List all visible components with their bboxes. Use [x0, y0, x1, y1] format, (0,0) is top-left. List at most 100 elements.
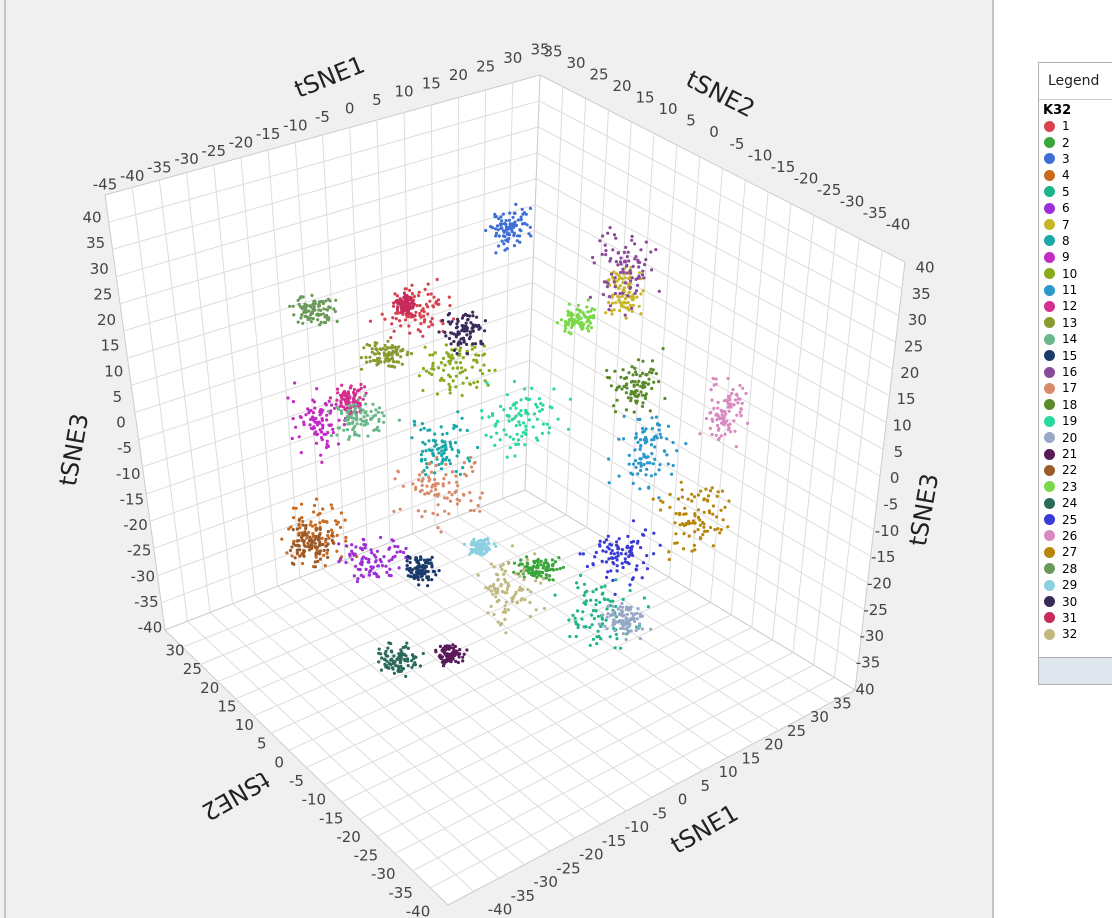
legend-item[interactable]: 24: [1039, 495, 1112, 511]
point: [619, 609, 624, 613]
legend-item[interactable]: 20: [1039, 429, 1112, 445]
grid-line: [149, 385, 529, 522]
tick-label: 20: [612, 77, 631, 95]
legend-item[interactable]: 22: [1039, 462, 1112, 478]
point: [320, 438, 324, 442]
point: [614, 632, 619, 637]
point: [605, 615, 609, 619]
point: [616, 607, 620, 611]
point: [408, 560, 412, 565]
point: [620, 561, 624, 566]
point: [494, 251, 498, 255]
point: [608, 259, 612, 263]
legend-item[interactable]: 27: [1039, 544, 1112, 560]
legend-item[interactable]: 18: [1039, 397, 1112, 413]
point: [638, 374, 642, 378]
point: [522, 567, 526, 571]
point: [552, 568, 556, 572]
point: [398, 319, 402, 323]
point: [459, 337, 463, 341]
point: [452, 348, 456, 352]
point: [454, 489, 458, 493]
legend-item[interactable]: 30: [1039, 593, 1112, 609]
point: [420, 470, 424, 474]
point: [594, 550, 598, 555]
grid-line: [412, 533, 729, 758]
point: [364, 410, 368, 414]
legend-item[interactable]: 23: [1039, 479, 1112, 495]
point: [635, 383, 640, 387]
legend-item[interactable]: 7: [1039, 216, 1112, 232]
legend-item[interactable]: 5: [1039, 184, 1112, 200]
point: [430, 323, 434, 327]
legend-item[interactable]: 19: [1039, 413, 1112, 429]
legend-item[interactable]: 26: [1039, 528, 1112, 544]
legend-item[interactable]: 31: [1039, 610, 1112, 626]
point: [431, 364, 435, 368]
legend-item[interactable]: 1: [1039, 118, 1112, 134]
point: [383, 360, 387, 364]
point: [397, 566, 401, 570]
point: [430, 578, 434, 582]
point: [631, 481, 635, 485]
point: [499, 564, 503, 569]
point: [335, 405, 339, 409]
legend-item[interactable]: 21: [1039, 446, 1112, 462]
point: [301, 519, 305, 524]
point: [417, 290, 421, 294]
legend-item[interactable]: 17: [1039, 380, 1112, 396]
point: [499, 222, 503, 226]
grid-line: [412, 664, 814, 872]
point: [423, 561, 428, 565]
point: [437, 330, 441, 334]
point: [637, 626, 641, 631]
point: [505, 393, 509, 397]
point: [304, 413, 308, 417]
point: [349, 384, 353, 388]
point: [636, 472, 640, 476]
point: [450, 447, 454, 451]
tick-label: 30: [165, 642, 184, 660]
point: [506, 231, 510, 235]
legend-item[interactable]: 32: [1039, 626, 1112, 642]
legend-item[interactable]: 3: [1039, 151, 1112, 167]
legend-item[interactable]: 8: [1039, 233, 1112, 249]
legend-item[interactable]: 6: [1039, 200, 1112, 216]
legend-item[interactable]: 13: [1039, 315, 1112, 331]
point: [608, 304, 613, 308]
point: [361, 575, 365, 579]
legend-item[interactable]: 10: [1039, 266, 1112, 282]
legend-swatch: [1044, 514, 1055, 526]
point: [471, 314, 475, 318]
legend-item[interactable]: 14: [1039, 331, 1112, 347]
point: [568, 397, 573, 401]
point: [633, 242, 637, 246]
legend-item[interactable]: 16: [1039, 364, 1112, 380]
legend-item[interactable]: 2: [1039, 134, 1112, 150]
legend-item[interactable]: 12: [1039, 298, 1112, 314]
point: [641, 381, 645, 385]
legend-item[interactable]: 29: [1039, 577, 1112, 593]
legend-item[interactable]: 9: [1039, 249, 1112, 265]
legend-item[interactable]: 25: [1039, 511, 1112, 527]
point: [399, 349, 403, 353]
point: [422, 566, 426, 571]
legend-item[interactable]: 11: [1039, 282, 1112, 298]
legend-item[interactable]: 28: [1039, 561, 1112, 577]
point: [332, 307, 336, 311]
point: [414, 566, 419, 570]
point: [379, 652, 383, 656]
legend-item[interactable]: 4: [1039, 167, 1112, 183]
point: [449, 331, 453, 335]
grid-line: [161, 463, 527, 604]
point: [437, 302, 441, 306]
point: [631, 616, 635, 620]
legend-item[interactable]: 15: [1039, 347, 1112, 363]
point: [502, 572, 506, 577]
point: [613, 285, 617, 289]
point: [317, 552, 322, 556]
point: [393, 292, 397, 296]
point: [395, 307, 400, 311]
point: [454, 474, 458, 478]
legend-swatch: [1044, 153, 1055, 165]
